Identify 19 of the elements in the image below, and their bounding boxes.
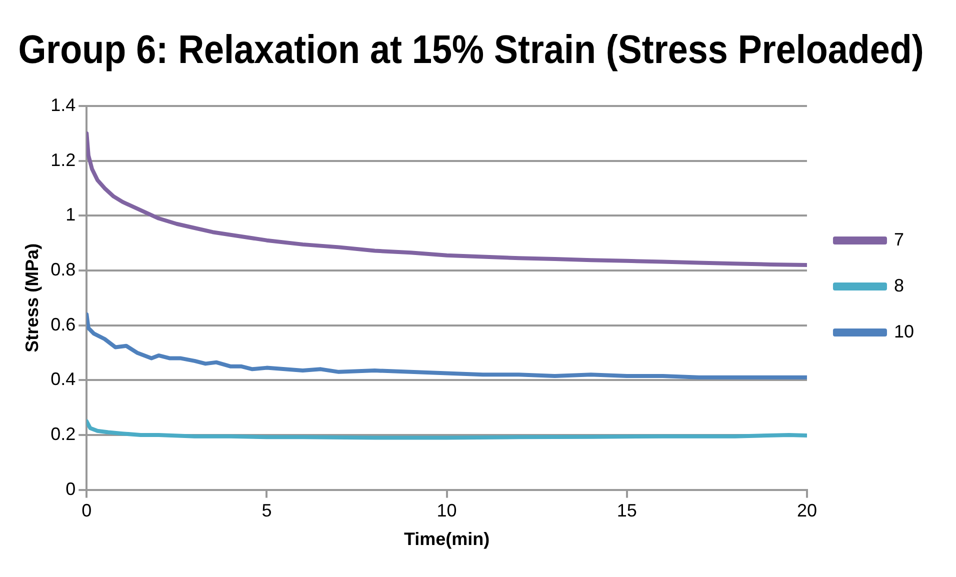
y-axis-title: Stress (MPa)	[22, 243, 42, 352]
x-tick-label: 10	[436, 500, 457, 521]
x-axis-title: Time(min)	[404, 529, 490, 550]
legend-label: 10	[894, 321, 914, 342]
y-tick-label: 0.2	[50, 424, 76, 444]
y-tick-label: 1	[66, 204, 76, 225]
y-tick-label: 1.4	[50, 94, 76, 115]
x-tick-label: 15	[616, 500, 637, 521]
x-tick-label: 0	[82, 500, 92, 521]
legend-label: 8	[894, 275, 904, 296]
y-tick-label: 0.4	[50, 369, 76, 390]
y-tick-label: 1.2	[50, 150, 76, 170]
x-tick-label: 20	[796, 500, 817, 521]
y-tick-label: 0.8	[50, 259, 76, 280]
x-tick-label: 5	[262, 500, 272, 521]
chart-title: Group 6: Relaxation at 15% Strain (Stress Preloaded)	[18, 28, 924, 72]
y-tick-label: 0.6	[50, 314, 76, 334]
legend-label: 7	[894, 229, 904, 250]
y-tick-label: 0	[66, 478, 76, 499]
